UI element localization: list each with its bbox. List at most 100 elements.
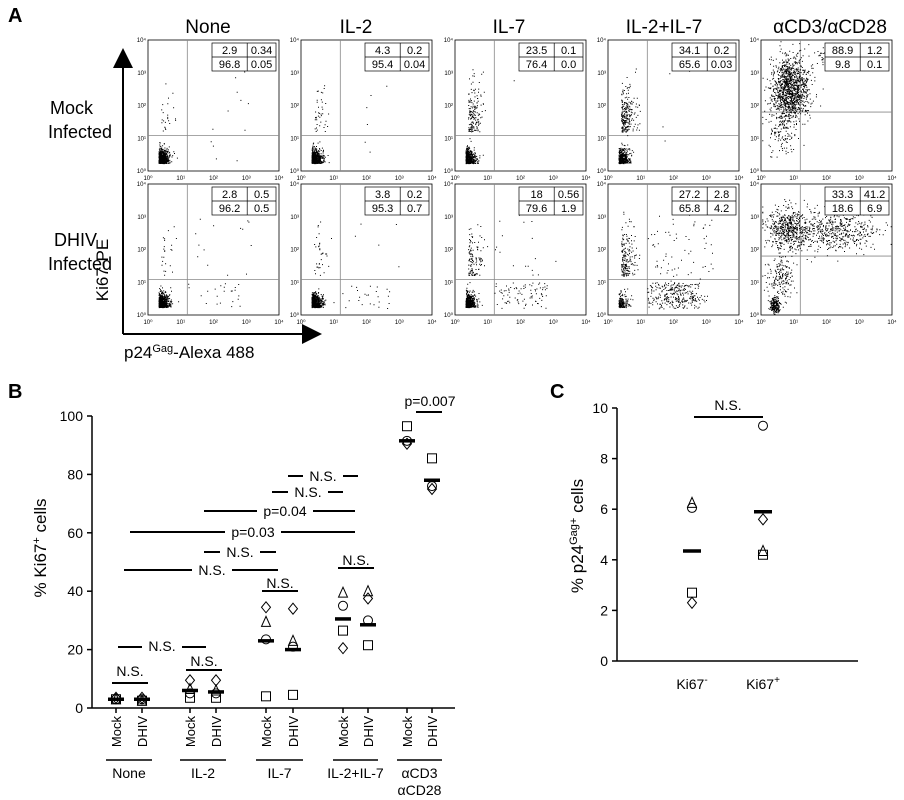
x-tick-label: DHIV — [286, 716, 301, 747]
panel-a-letter: A — [8, 5, 22, 27]
y-tick-label: 100 — [60, 408, 84, 424]
y-tick-label: 2 — [600, 602, 608, 618]
column-title: αCD3/αCD28 — [773, 17, 887, 38]
x-tick-label: DHIV — [361, 716, 376, 747]
flow-dots — [465, 214, 557, 309]
flow-dots — [158, 71, 249, 165]
y-decade-label: 10⁴ — [597, 181, 607, 188]
x-decade-label: 10⁴ — [274, 319, 284, 326]
x-decade-label: 10⁴ — [581, 319, 591, 326]
flow-dots — [311, 221, 400, 309]
group-label: IL-2 — [191, 765, 215, 781]
column-title: None — [185, 17, 230, 38]
y-decade-label: 10⁴ — [137, 181, 147, 188]
x-decade-label: 10⁴ — [734, 319, 744, 326]
quadrant-upper-right: 1.2 — [867, 45, 882, 57]
significance-label: N.S. — [714, 397, 741, 413]
quadrant-lower-right: 0.0 — [561, 59, 576, 71]
x-decade-label: 10² — [362, 320, 371, 326]
x-decade-label: 10² — [669, 320, 678, 326]
row-label-dhiv-1: DHIV — [54, 230, 97, 250]
significance-label: N.S. — [148, 638, 175, 654]
data-point-diamond — [287, 602, 299, 616]
x-decade-label: 10⁴ — [274, 175, 284, 182]
x-decade-label: 10⁴ — [581, 175, 591, 182]
significance-label: N.S. — [190, 653, 217, 669]
y-decade-label: 10⁴ — [444, 37, 454, 44]
y-decade-label: 10³ — [750, 71, 759, 77]
x-decade-label: 10³ — [242, 320, 251, 326]
data-point-square — [185, 692, 195, 703]
y-decade-label: 10⁰ — [137, 312, 147, 319]
y-decade-label: 10² — [290, 104, 299, 110]
quadrant-upper-right: 0.56 — [558, 189, 579, 201]
y-decade-label: 10⁰ — [290, 312, 300, 319]
flow-dots — [762, 199, 892, 315]
quadrant-upper-left: 2.8 — [222, 189, 237, 201]
y-decade-label: 10⁴ — [444, 181, 454, 188]
data-point-diamond — [426, 482, 438, 496]
quadrant-upper-left: 33.3 — [832, 189, 853, 201]
y-decade-label: 10⁴ — [290, 37, 300, 44]
data-point-square — [261, 691, 271, 702]
y-tick-label: 6 — [600, 501, 608, 517]
x-decade-label: 10⁰ — [450, 175, 460, 182]
quadrant-lower-right: 0.1 — [867, 59, 882, 71]
y-decade-label: 10⁰ — [444, 168, 454, 175]
x-decade-label: 10⁴ — [427, 319, 437, 326]
data-point-diamond — [260, 600, 272, 614]
x-decade-label: 10¹ — [483, 176, 492, 182]
y-decade-label: 10¹ — [597, 280, 606, 286]
flow-plot-frame — [454, 39, 587, 172]
x-tick-label: DHIV — [425, 716, 440, 747]
significance-label: p=0.03 — [231, 524, 274, 540]
group-label: IL-2+IL-7 — [327, 765, 384, 781]
quadrant-lower-right: 4.2 — [714, 203, 729, 215]
x-decade-label: 10⁰ — [296, 319, 306, 326]
data-point-triangle — [287, 634, 299, 646]
data-point-circle — [338, 600, 348, 611]
y-tick-label: 4 — [600, 552, 608, 568]
flow-plot-frame — [147, 183, 280, 316]
x-decade-label: 10³ — [702, 320, 711, 326]
x-tick-label: Mock — [259, 716, 274, 748]
y-tick-label: 10 — [592, 400, 608, 416]
y-decade-label: 10⁴ — [290, 181, 300, 188]
x-decade-label: 10⁰ — [450, 319, 460, 326]
row-label-mock-1: Mock — [50, 98, 94, 118]
panel-b-letter: B — [8, 381, 22, 403]
panel-a-y-title: Ki67-PE — [93, 239, 112, 301]
y-tick-label: 80 — [67, 466, 83, 482]
data-point-square — [687, 587, 697, 598]
x-category-label: Ki67- — [676, 675, 707, 692]
y-decade-label: 10³ — [750, 215, 759, 221]
y-decade-label: 10² — [444, 248, 453, 254]
x-decade-label: 10⁰ — [603, 175, 613, 182]
x-tick-label: Mock — [183, 716, 198, 748]
x-tick-label: Mock — [109, 716, 124, 748]
x-decade-label: 10³ — [855, 176, 864, 182]
y-decade-label: 10⁰ — [750, 168, 760, 175]
x-decade-label: 10⁰ — [756, 175, 766, 182]
x-decade-label: 10³ — [242, 176, 251, 182]
y-tick-label: 0 — [600, 653, 608, 669]
y-decade-label: 10¹ — [290, 280, 299, 286]
x-decade-label: 10³ — [395, 320, 404, 326]
y-decade-label: 10³ — [444, 215, 453, 221]
data-point-square — [288, 689, 298, 700]
x-decade-label: 10¹ — [789, 176, 798, 182]
panel-b-ylabel-pre: % Ki67 — [31, 544, 50, 598]
x-decade-label: 10⁰ — [296, 175, 306, 182]
x-decade-label: 10¹ — [789, 320, 798, 326]
data-point-diamond — [184, 673, 196, 687]
group-label: αCD3 — [401, 765, 437, 781]
y-decade-label: 10⁰ — [597, 312, 607, 319]
x-decade-label: 10⁰ — [143, 175, 153, 182]
y-decade-label: 10⁰ — [597, 168, 607, 175]
quadrant-lower-left: 65.6 — [679, 59, 700, 71]
panel-a-x-title: p24Gag-Alexa 488 — [124, 343, 254, 362]
x-category-sup: + — [774, 675, 780, 686]
flow-plot-frame — [300, 183, 433, 316]
